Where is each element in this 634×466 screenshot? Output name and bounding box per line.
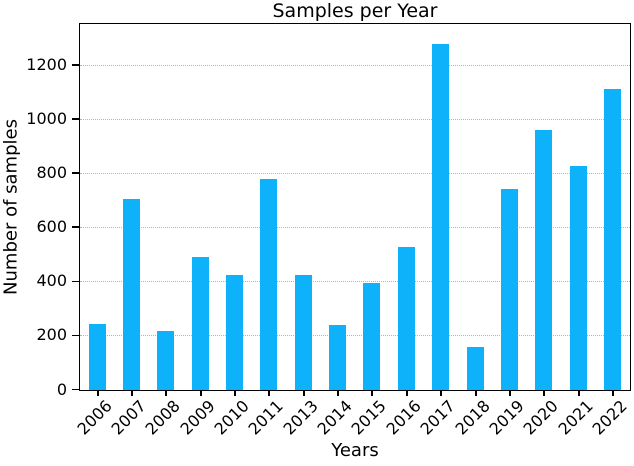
x-tick-mark bbox=[371, 391, 373, 396]
x-tick-label: 2014 bbox=[314, 397, 356, 439]
x-tick-label: 2010 bbox=[211, 397, 253, 439]
x-tick-label: 2011 bbox=[246, 397, 288, 439]
gridline bbox=[80, 65, 630, 66]
bar bbox=[398, 247, 415, 390]
x-tick-label: 2006 bbox=[74, 397, 116, 439]
bar bbox=[363, 283, 380, 390]
x-tick-mark bbox=[234, 391, 236, 396]
x-tick-mark bbox=[406, 391, 408, 396]
x-tick-label: 2019 bbox=[486, 397, 528, 439]
x-tick-label: 2021 bbox=[555, 397, 597, 439]
y-tick-label: 400 bbox=[0, 271, 67, 291]
bar bbox=[604, 89, 621, 390]
x-tick-label: 2007 bbox=[108, 397, 150, 439]
bar bbox=[467, 347, 484, 390]
x-tick-mark bbox=[578, 391, 580, 396]
y-tick-mark bbox=[72, 335, 79, 337]
y-tick-mark bbox=[72, 172, 79, 174]
x-tick-mark bbox=[165, 391, 167, 396]
x-tick-label: 2017 bbox=[417, 397, 459, 439]
x-tick-mark bbox=[475, 391, 477, 396]
x-axis-label: Years bbox=[79, 440, 631, 461]
x-tick-label: 2013 bbox=[280, 397, 322, 439]
gridline bbox=[80, 119, 630, 120]
x-tick-label: 2015 bbox=[349, 397, 391, 439]
y-tick-mark bbox=[72, 226, 79, 228]
bar bbox=[570, 166, 587, 390]
bar bbox=[295, 275, 312, 390]
x-tick-mark bbox=[303, 391, 305, 396]
y-tick-label: 800 bbox=[0, 163, 67, 183]
chart-title: Samples per Year bbox=[79, 0, 631, 23]
x-tick-mark bbox=[131, 391, 133, 396]
x-tick-mark bbox=[337, 391, 339, 396]
y-tick-label: 600 bbox=[0, 217, 67, 237]
x-tick-label: 2018 bbox=[452, 397, 494, 439]
y-tick-mark bbox=[72, 281, 79, 283]
x-tick-label: 2016 bbox=[383, 397, 425, 439]
bar bbox=[535, 130, 552, 390]
bar bbox=[157, 331, 174, 390]
plot-area bbox=[79, 23, 631, 391]
x-tick-mark bbox=[268, 391, 270, 396]
y-tick-label: 1200 bbox=[0, 55, 67, 75]
bar bbox=[192, 257, 209, 390]
x-tick-label: 2022 bbox=[589, 397, 631, 439]
y-tick-mark bbox=[72, 389, 79, 391]
x-tick-mark bbox=[200, 391, 202, 396]
bar bbox=[329, 325, 346, 390]
bar bbox=[123, 199, 140, 390]
y-tick-mark bbox=[72, 64, 79, 66]
bar bbox=[89, 324, 106, 391]
x-tick-mark bbox=[97, 391, 99, 396]
x-tick-mark bbox=[612, 391, 614, 396]
x-tick-mark bbox=[543, 391, 545, 396]
bar bbox=[260, 179, 277, 390]
y-tick-label: 200 bbox=[0, 325, 67, 345]
bar bbox=[432, 44, 449, 390]
y-tick-mark bbox=[72, 118, 79, 120]
x-tick-label: 2009 bbox=[177, 397, 219, 439]
bar bbox=[501, 189, 518, 390]
bar-chart-figure: Samples per Year Number of samples 0 200 4… bbox=[0, 0, 634, 466]
x-tick-label: 2020 bbox=[520, 397, 562, 439]
y-tick-label: 0 bbox=[0, 380, 67, 400]
x-tick-mark bbox=[440, 391, 442, 396]
x-tick-label: 2008 bbox=[142, 397, 184, 439]
bar bbox=[226, 275, 243, 390]
x-tick-mark bbox=[509, 391, 511, 396]
y-axis-label: Number of samples bbox=[1, 119, 22, 295]
y-tick-label: 1000 bbox=[0, 109, 67, 129]
